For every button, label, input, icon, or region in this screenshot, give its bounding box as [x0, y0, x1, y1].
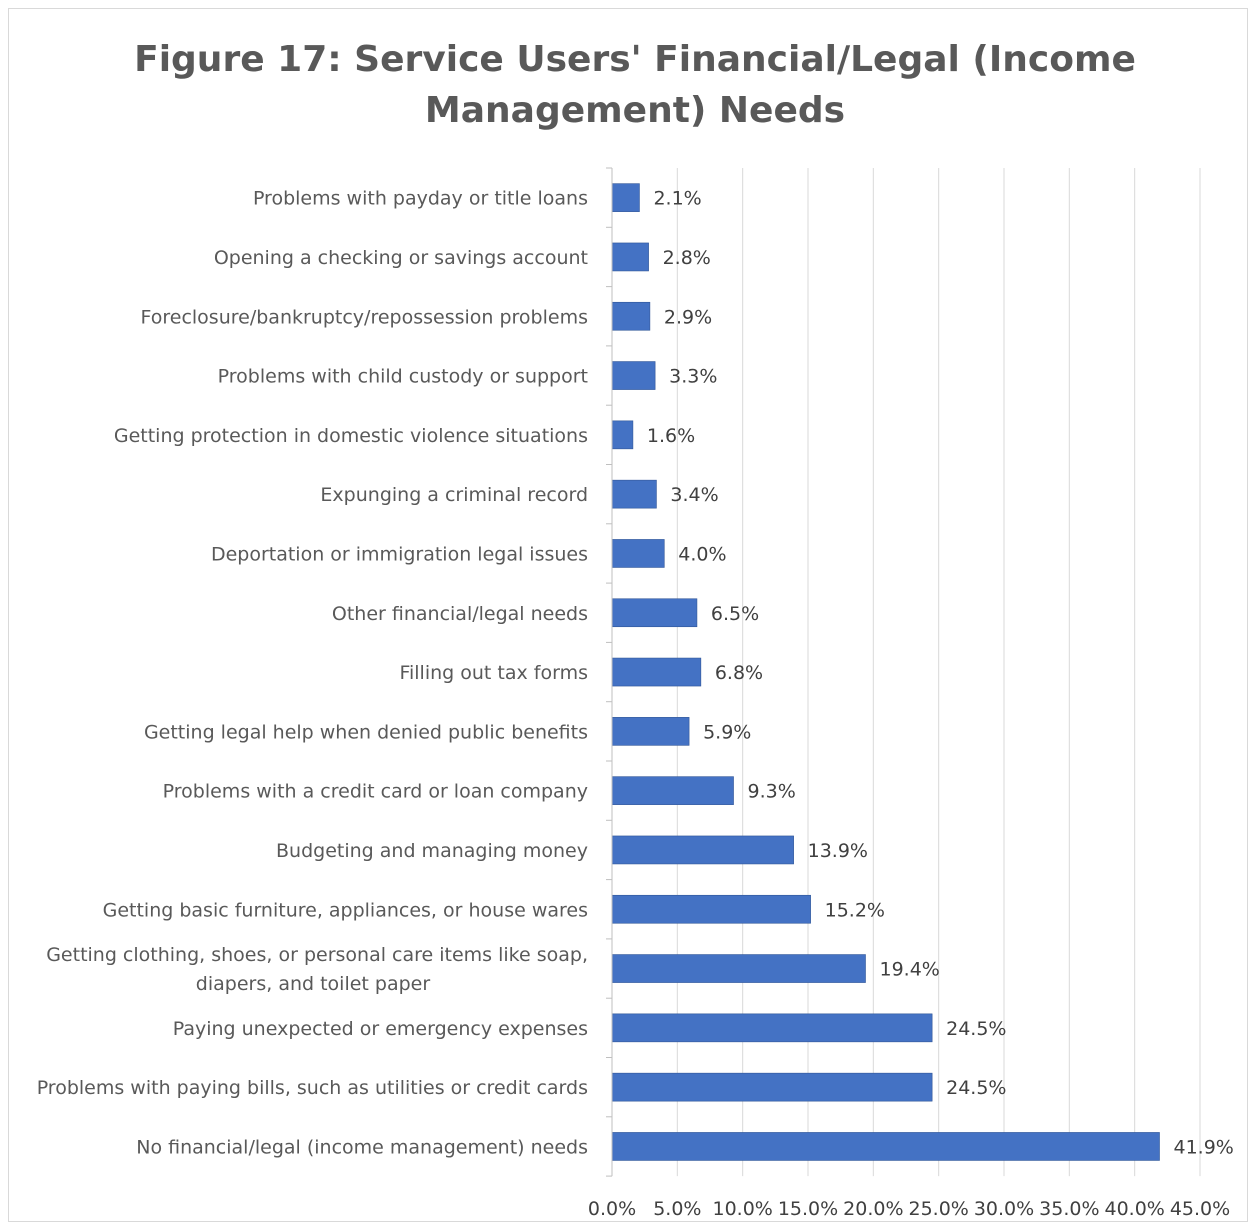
axes: [606, 167, 613, 1177]
x-tick-label: 10.0%: [712, 1198, 772, 1220]
value-label: 41.9%: [1173, 1136, 1233, 1158]
x-tick-label: 35.0%: [1039, 1198, 1099, 1220]
bar: [611, 361, 656, 390]
gridlines: [676, 168, 1201, 1177]
value-label: 6.5%: [711, 603, 759, 625]
value-label: 13.9%: [808, 840, 868, 862]
category-label: Problems with payday or title loans: [253, 188, 588, 210]
bar: [611, 1072, 933, 1102]
bar: [611, 301, 651, 331]
bar: [611, 894, 811, 924]
bars: [611, 183, 1160, 1161]
bar: [611, 242, 649, 272]
bar: [611, 954, 866, 983]
bar: [611, 598, 698, 628]
value-label: 24.5%: [946, 1077, 1006, 1099]
bar: [611, 183, 640, 212]
x-tick-label: 20.0%: [843, 1198, 903, 1220]
x-tick-label: 5.0%: [653, 1198, 701, 1220]
value-label: 1.6%: [647, 425, 695, 447]
category-label: Foreclosure/bankruptcy/repossession prob…: [141, 306, 589, 328]
bar: [611, 717, 690, 746]
x-tick-label: 15.0%: [778, 1198, 838, 1220]
x-tick-label: 45.0%: [1170, 1198, 1230, 1220]
labels: 0.0% 5.0% 10.0% 15.0% 20.0% 25.0% 30.0% 35.0% 40…: [37, 188, 1234, 1220]
bar: [611, 420, 634, 450]
category-label: Getting basic furniture, appliances, or …: [103, 899, 588, 921]
bar: [611, 479, 657, 509]
x-tick-label: 30.0%: [974, 1198, 1034, 1220]
category-label: Problems with paying bills, such as util…: [37, 1077, 588, 1099]
value-label: 9.3%: [748, 781, 796, 803]
x-tick-label: 25.0%: [908, 1198, 968, 1220]
category-label: Problems with a credit card or loan comp…: [163, 781, 588, 803]
value-label: 3.3%: [669, 366, 717, 388]
bar: [611, 539, 665, 568]
chart-title-line-1: Figure 17: Service Users' Financial/Lega…: [134, 39, 1136, 80]
category-label: No financial/legal (income management) n…: [136, 1136, 588, 1158]
category-label: Getting protection in domestic violence …: [114, 425, 588, 447]
bar: [611, 657, 702, 687]
bar: [611, 776, 734, 805]
category-label: Budgeting and managing money: [276, 840, 588, 862]
category-label: Paying unexpected or emergency expenses: [173, 1018, 588, 1040]
value-label: 3.4%: [670, 484, 718, 506]
value-label: 19.4%: [879, 959, 939, 981]
bar: [611, 835, 794, 865]
value-label: 24.5%: [946, 1018, 1006, 1040]
category-label: diapers, and toilet paper: [196, 973, 431, 995]
category-label: Getting legal help when denied public be…: [144, 721, 588, 743]
value-label: 5.9%: [703, 721, 751, 743]
value-label: 4.0%: [678, 543, 726, 565]
category-label: Opening a checking or savings account: [214, 247, 588, 269]
value-label: 6.8%: [715, 662, 763, 684]
value-label: 2.9%: [664, 306, 712, 328]
category-label: Filling out tax forms: [399, 662, 588, 684]
category-label: Expunging a criminal record: [320, 484, 588, 506]
x-tick-label: 40.0%: [1104, 1198, 1164, 1220]
chart-title: Figure 17: Service Users' Financial/Lega…: [0, 34, 1257, 136]
category-label: Other financial/legal needs: [332, 603, 588, 625]
value-label: 15.2%: [825, 899, 885, 921]
category-label: Deportation or immigration legal issues: [211, 543, 588, 565]
value-label: 2.8%: [663, 247, 711, 269]
bar: [611, 1013, 933, 1043]
category-label: Problems with child custody or support: [218, 366, 588, 388]
bar: [611, 1132, 1160, 1161]
x-tick-label: 0.0%: [588, 1198, 636, 1220]
value-label: 2.1%: [653, 188, 701, 210]
category-label: Getting clothing, shoes, or personal car…: [46, 944, 588, 966]
chart-title-line-2: Management) Needs: [424, 90, 846, 131]
